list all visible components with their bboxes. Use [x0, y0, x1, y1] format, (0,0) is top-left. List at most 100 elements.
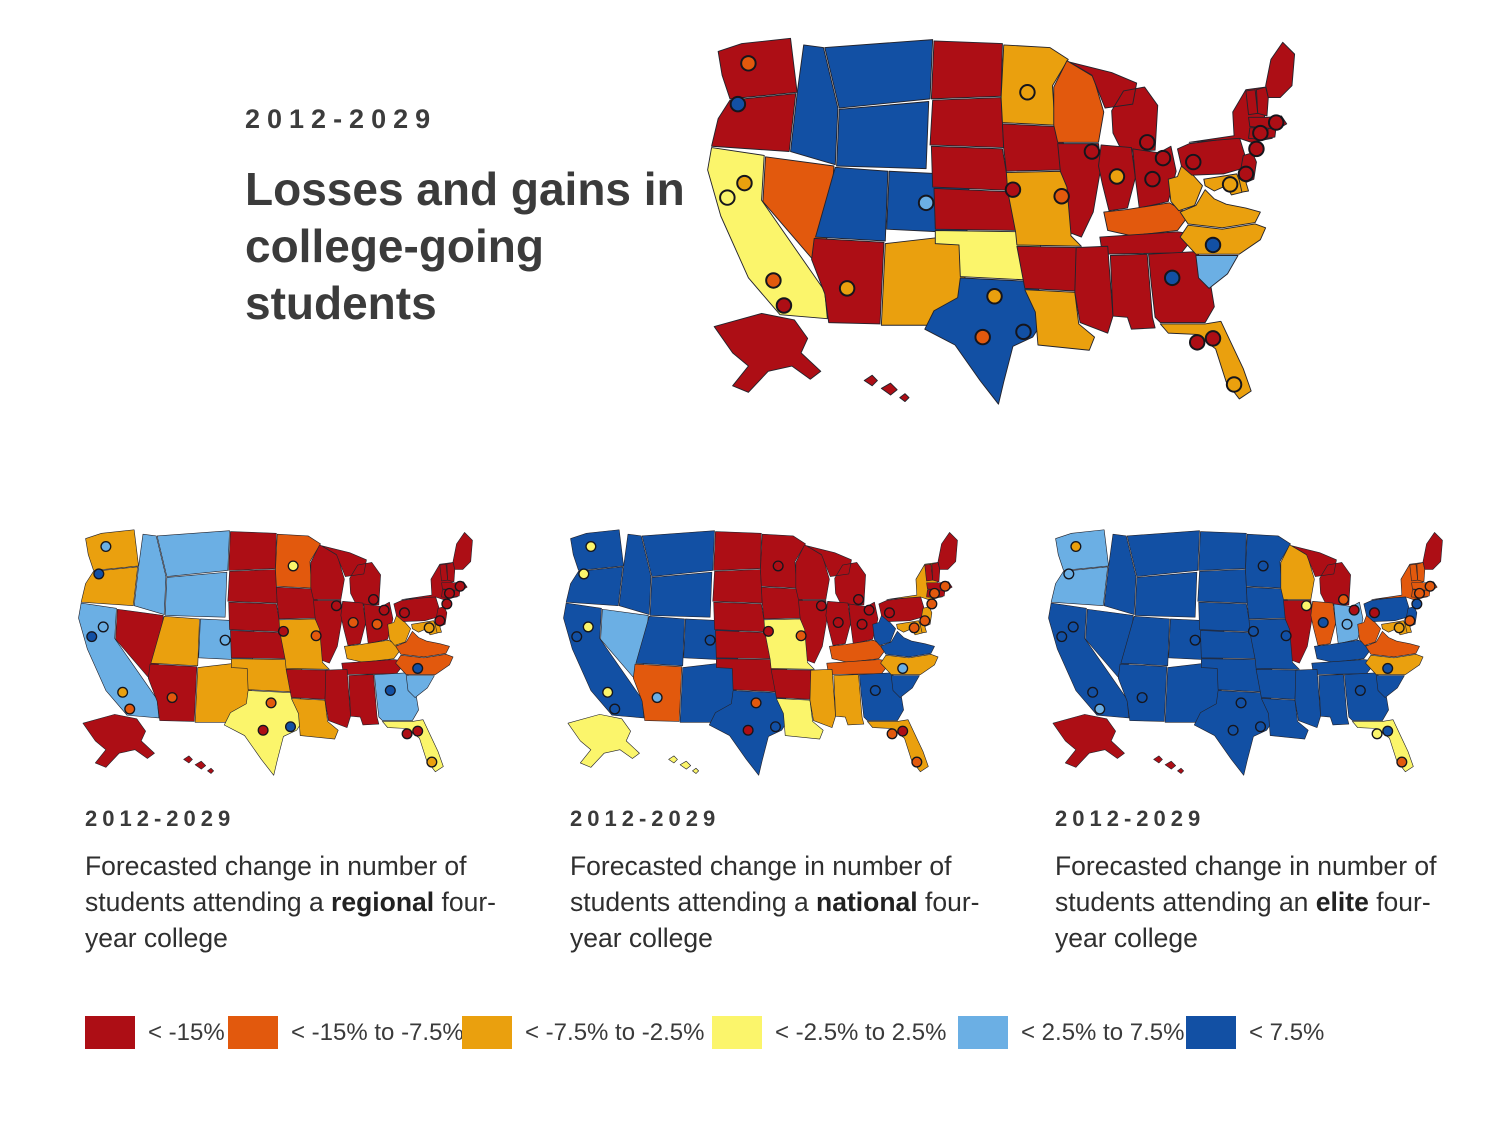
caption-national-period: 2012-2029: [570, 806, 721, 831]
metro-dot-tampa: [401, 728, 413, 740]
state-WY: [649, 571, 713, 618]
state-WY: [1134, 571, 1198, 618]
metro-dot-chicago: [815, 600, 827, 612]
state-ME: [937, 532, 958, 570]
legend-label: < -15%: [148, 1018, 225, 1046]
metro-dot-sandiego: [775, 297, 793, 314]
state-AL: [833, 674, 865, 726]
state-WA: [85, 529, 139, 571]
metro-dot-phoenix: [651, 692, 663, 704]
state-NH: [446, 562, 456, 583]
state-ME: [452, 532, 473, 570]
state-ND: [1198, 531, 1247, 571]
state-AK: [1052, 714, 1125, 768]
metro-dot-cleveland: [1348, 604, 1360, 616]
state-VA: [1365, 631, 1420, 658]
metro-dot-sandiego: [1094, 703, 1106, 715]
metro-dot-hartford: [1413, 587, 1426, 599]
state-WA: [1055, 529, 1109, 571]
state-VA: [1179, 189, 1261, 229]
metro-dot-sanantonio: [974, 328, 991, 346]
state-AR: [770, 669, 813, 700]
metro-dot-sanfrancisco: [1056, 631, 1068, 643]
state-PA: [1363, 595, 1410, 622]
metro-dot-sanantonio: [1227, 724, 1239, 736]
state-SD: [929, 97, 1005, 149]
state-AK: [567, 714, 640, 768]
metro-dot-seattle: [1070, 541, 1082, 553]
metro-dot-charlotte: [1382, 662, 1394, 674]
metro-dot-sanfrancisco: [571, 631, 583, 643]
state-WV: [872, 615, 896, 646]
metro-dot-tampa: [886, 728, 898, 740]
state-HI: [1153, 755, 1184, 774]
legend-label: < 7.5%: [1249, 1018, 1325, 1046]
metro-dot-sanantonio: [742, 724, 754, 736]
state-ID: [1103, 533, 1137, 615]
metro-dot-nyc: [441, 598, 453, 610]
caption-regional-pre: Forecasted change in number of students …: [85, 851, 467, 918]
legend-label: < -7.5% to -2.5%: [525, 1018, 705, 1046]
metro-dot-dallas: [1235, 697, 1247, 709]
legend-item-lt-minus15: < -15%: [85, 1016, 225, 1049]
state-UT: [150, 616, 200, 667]
state-AR: [1016, 245, 1080, 292]
metro-dot-dc: [423, 622, 435, 634]
metro-dot-sacramento: [1067, 621, 1079, 633]
legend-item-gt-7-5: < 7.5%: [1186, 1016, 1324, 1049]
metro-dot-denver: [1189, 634, 1201, 646]
metro-dot-boston: [939, 580, 951, 592]
metro-dot-charlotte: [412, 662, 424, 674]
state-NH: [1255, 86, 1269, 117]
state-AR: [1255, 669, 1298, 700]
state-SD: [227, 569, 278, 604]
caption-elite: 2012-2029 Forecasted change in number of…: [1055, 806, 1471, 956]
state-HI: [183, 755, 214, 774]
metro-dot-cleveland: [378, 604, 390, 616]
metro-dot-denver: [219, 634, 231, 646]
state-VT: [924, 563, 934, 582]
metro-dot-orlando: [897, 725, 909, 737]
metro-dot-atlanta: [1163, 269, 1181, 287]
metro-dot-phoenix: [1136, 692, 1148, 704]
state-UT: [635, 616, 685, 667]
metro-dot-charlotte: [897, 662, 909, 674]
state-WA: [570, 529, 624, 571]
metro-dot-boston: [454, 580, 466, 592]
metro-dot-tampa: [1188, 334, 1206, 351]
legend-label: < -15% to -7.5%: [291, 1018, 464, 1046]
state-HI: [668, 755, 699, 774]
metro-dot-houston: [769, 721, 782, 733]
state-VT: [1409, 563, 1419, 582]
caption-national: 2012-2029 Forecasted change in number of…: [570, 806, 986, 956]
metro-dot-stlouis: [1280, 630, 1292, 642]
metro-dot-hartford: [443, 587, 456, 599]
caption-regional: 2012-2029 Forecasted change in number of…: [85, 806, 501, 956]
state-SD: [712, 569, 763, 604]
metro-dot-philadelphia: [919, 615, 931, 627]
state-MI: [806, 545, 866, 607]
metro-dot-portland: [578, 568, 590, 580]
metro-dot-kansascity: [1247, 625, 1259, 637]
caption-national-pre: Forecasted change in number of students …: [570, 851, 952, 918]
caption-elite-text: Forecasted change in number of students …: [1055, 848, 1471, 956]
metro-dot-columbus: [1144, 170, 1161, 188]
metro-dot-kansascity: [277, 625, 289, 637]
page-title: Losses and gains in college-going studen…: [245, 163, 685, 330]
legend-swatch-amber: [462, 1016, 512, 1049]
us-map-main-svg: [707, 37, 1296, 405]
title-period: 2012-2029: [245, 104, 438, 134]
state-ID: [618, 533, 652, 615]
state-MI: [1291, 545, 1351, 607]
caption-elite-keyword: elite: [1315, 887, 1369, 918]
state-OR: [711, 93, 797, 152]
metro-dot-atlanta: [869, 684, 881, 697]
choropleth-map-national: [537, 512, 961, 786]
state-WA: [717, 37, 798, 100]
caption-national-text: Forecasted change in number of students …: [570, 848, 986, 956]
metro-dot-stlouis: [1053, 188, 1070, 205]
us-map-elite-svg: [1048, 529, 1443, 776]
legend-swatch-dark-blue: [1186, 1016, 1236, 1049]
state-ND: [228, 531, 277, 571]
metro-dot-portland: [93, 568, 105, 580]
